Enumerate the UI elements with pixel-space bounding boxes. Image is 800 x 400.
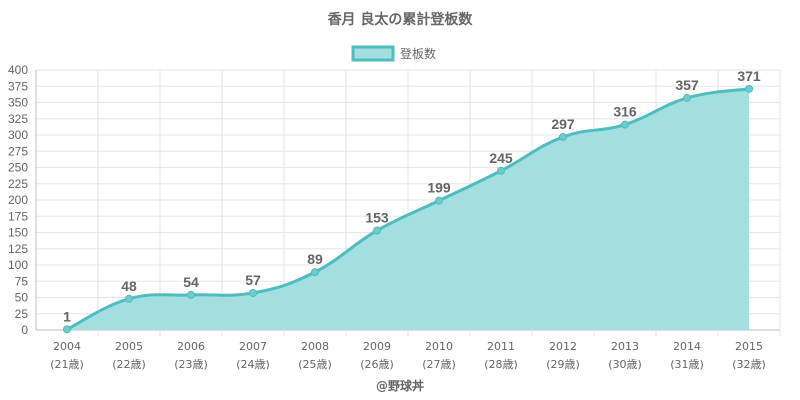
y-tick-label: 300 [8,128,28,142]
y-tick-label: 275 [8,144,28,158]
x-tick-label: 2005 [115,340,143,353]
x-tick-label: 2006 [177,340,205,353]
data-label: 297 [551,116,575,132]
data-label: 48 [121,278,137,294]
data-point [249,288,257,297]
legend-swatch [351,45,395,62]
x-tick-sublabel: (24歳) [236,358,270,371]
y-tick-label: 325 [8,112,28,126]
y-tick-label: 50 [15,291,29,305]
x-tick-label: 2010 [425,340,453,353]
y-tick-label: 175 [8,209,28,223]
data-label: 199 [427,180,451,196]
x-tick-label: 2009 [363,340,391,353]
plot-area [63,84,753,334]
x-tick-label: 2012 [549,340,577,353]
x-tick-sublabel: (32歳) [732,358,766,371]
data-label: 371 [737,68,761,84]
data-point [621,120,629,129]
data-point [311,268,319,277]
data-point [373,226,381,235]
data-point [559,132,567,141]
data-label: 89 [307,251,323,267]
y-tick-label: 225 [8,177,28,191]
data-point [745,84,753,93]
legend-label: 登板数 [400,46,436,61]
y-tick-label: 100 [8,258,28,272]
x-tick-sublabel: (27歳) [422,358,456,371]
y-tick-label: 25 [15,307,29,321]
x-tick-label: 2014 [673,340,701,353]
y-tick-label: 125 [8,242,28,256]
x-tick-sublabel: (23歳) [174,358,208,371]
x-tick-sublabel: (22歳) [112,358,146,371]
chart-title: 香月 良太の累計登板数 [327,11,474,28]
y-axis-ticks: 0 25 50 75 100 125 150 175 200 225 250 275 300 325 350… [8,63,28,337]
x-tick-label: 2015 [735,340,763,353]
x-tick-sublabel: (25歳) [298,358,332,371]
x-tick-label: 2011 [487,340,515,353]
x-tick-sublabel: (31歳) [670,358,704,371]
data-point [187,290,195,299]
data-point [435,196,443,205]
data-point [125,294,133,303]
x-tick-sublabel: (21歳) [50,358,84,371]
data-point [63,325,71,334]
y-tick-label: 0 [21,323,28,337]
y-tick-label: 75 [15,274,29,288]
x-tick-sublabel: (30歳) [608,358,642,371]
x-tick-label: 2013 [611,340,639,353]
legend[interactable]: 登板数 [351,45,436,62]
x-tick-label: 2008 [301,340,329,353]
data-label: 1 [63,308,71,324]
data-label: 153 [365,210,389,226]
x-tick-label: 2007 [239,340,267,353]
y-tick-label: 200 [8,193,28,207]
data-labels: 1 48 54 57 89 153 199 245 297 316 357 371 [63,68,761,325]
y-tick-label: 350 [8,96,28,110]
data-label: 54 [183,274,199,290]
y-tick-label: 250 [8,161,28,175]
x-tick-label: 2004 [53,340,81,353]
y-tick-label: 150 [8,226,28,240]
footer-credit: @野球丼 [376,378,424,393]
data-label: 357 [675,77,699,93]
data-point [497,166,505,175]
x-tick-sublabel: (28歳) [484,358,518,371]
data-label: 245 [489,150,513,166]
data-point [683,93,691,102]
x-tick-sublabel: (29歳) [546,358,580,371]
y-tick-label: 400 [8,63,28,77]
x-axis-ticks: 2004 (21歳) 2005 (22歳) 2006 (23歳) 2007 (24歳) 2008… [50,340,766,371]
x-tick-sublabel: (26歳) [360,358,394,371]
data-label: 57 [245,272,261,288]
data-label: 316 [613,104,637,120]
y-tick-label: 375 [8,79,28,93]
series-area [67,88,749,330]
